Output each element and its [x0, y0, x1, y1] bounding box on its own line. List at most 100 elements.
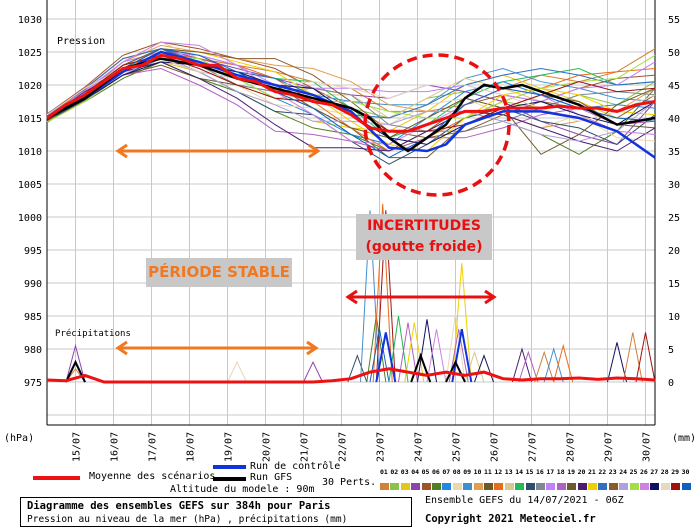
uncertainty-arrow-head-right: [484, 289, 497, 305]
member-precip-spike: [553, 343, 574, 383]
member-id-label: 17: [546, 468, 555, 476]
member-precip-spike: [65, 343, 86, 383]
left-tick-label: 985: [24, 312, 42, 323]
member-id-label: 29: [671, 468, 680, 476]
member-precip-spike: [417, 319, 437, 383]
legend-mean-label: Moyenne des scénarios: [89, 471, 216, 482]
right-tick-label: 15: [668, 279, 680, 290]
member-color-swatch: [411, 483, 421, 490]
date-tick-label: 23/07: [376, 432, 387, 462]
member-color-swatch: [484, 483, 493, 490]
date-tick-label: 30/07: [642, 432, 653, 462]
member-id-label: 28: [660, 468, 669, 476]
gfs-pressure-line: [46, 57, 656, 153]
stable-precip-arrow-head-right: [306, 340, 319, 356]
member-color-swatch: [442, 483, 452, 490]
member-precip-spike: [445, 312, 466, 383]
member-pressure-line: [46, 61, 656, 152]
date-tick-label: 27/07: [528, 432, 539, 462]
member-id-label: 21: [588, 468, 596, 476]
member-color-swatch: [400, 483, 410, 490]
stable-period-label: PÉRIODE STABLE: [146, 258, 292, 287]
member-id-label: 04: [411, 468, 420, 476]
legend-gfs-label: Run GFS: [250, 472, 293, 483]
member-color-swatch: [525, 483, 535, 490]
member-color-swatch: [390, 483, 400, 490]
member-color-swatch: [463, 483, 473, 490]
member-id-label: 16: [536, 468, 544, 476]
member-precip-spike: [474, 354, 494, 383]
date-tick-label: 28/07: [566, 432, 577, 462]
member-id-label: 25: [629, 468, 638, 476]
member-id-label: 19: [567, 468, 576, 476]
member-id-label: 05: [421, 468, 430, 476]
member-color-swatch: [546, 483, 556, 490]
date-tick-label: 25/07: [452, 432, 463, 462]
pressure-label: Pression: [57, 36, 106, 47]
hpa-unit: (hPa): [4, 433, 35, 444]
date-tick-label: 22/07: [338, 432, 349, 462]
date-tick-label: 26/07: [490, 432, 501, 462]
legend-perts-label: 30 Perts.: [322, 477, 377, 488]
uncertainty-label: INCERTITUDES (goutte froide): [356, 214, 492, 260]
right-tick-label: 20: [668, 246, 680, 257]
member-precip-spike: [372, 203, 393, 383]
member-precip-spike: [518, 350, 539, 383]
date-tick-label: 18/07: [186, 432, 197, 462]
right-tick-label: 5: [668, 345, 674, 356]
member-color-swatch: [577, 483, 587, 490]
date-tick-label: 19/07: [224, 432, 235, 462]
member-color-swatch: [452, 483, 462, 490]
member-color-swatch: [432, 483, 441, 490]
right-tick-label: 30: [668, 180, 680, 191]
legend-mean-swatch: [33, 476, 80, 480]
member-pressure-line: [46, 48, 656, 159]
member-id-label: 07: [442, 468, 451, 476]
member-precip-spike: [534, 350, 555, 383]
left-tick-label: 1010: [18, 147, 42, 158]
chart-subtitle: Pression au niveau de la mer (hPa) , pré…: [27, 514, 348, 525]
member-id-label: 06: [432, 468, 440, 476]
member-color-swatch: [608, 483, 618, 490]
left-tick-label: 1015: [18, 114, 42, 125]
left-tick-label: 1005: [18, 180, 42, 191]
altitude-label: Altitude du modele : 90m: [170, 484, 315, 495]
run-info: Ensemble GEFS du 14/07/2021 - 06Z: [425, 495, 624, 506]
member-id-label: 27: [650, 468, 659, 476]
member-color-swatch: [588, 483, 597, 490]
member-color-swatch: [515, 483, 525, 490]
mean-pressure-line: [46, 53, 656, 133]
mm-unit: (mm): [672, 433, 697, 444]
member-color-swatch: [504, 483, 514, 490]
member-id-label: 26: [640, 468, 648, 476]
member-precip-spike: [369, 329, 390, 383]
member-id-label: 20: [577, 468, 586, 476]
left-tick-label: 1030: [18, 15, 42, 26]
member-id-label: 12: [494, 468, 503, 476]
uncertainty-subtitle: (goutte froide): [365, 239, 483, 255]
member-precip-spike: [512, 347, 532, 383]
stable-pressure-arrow-head-left: [115, 143, 128, 159]
member-color-swatch: [650, 483, 660, 490]
precip-label: Précipitations: [55, 329, 131, 339]
left-tick-label: 1000: [18, 213, 42, 224]
member-id-label: 09: [463, 468, 472, 476]
member-precip-spike: [607, 342, 627, 383]
uncertainty-arrow-head-left: [345, 289, 358, 305]
legend-control-swatch: [213, 465, 246, 469]
member-id-label: 15: [525, 468, 534, 476]
member-id-label: 23: [608, 468, 617, 476]
right-tick-label: 45: [668, 81, 680, 92]
date-tick-label: 21/07: [300, 432, 311, 462]
member-precip-spike: [303, 361, 323, 383]
member-precip-spike: [426, 329, 447, 383]
mean-precip-line: [46, 367, 656, 384]
member-color-swatch: [619, 483, 629, 490]
member-id-label: 24: [619, 468, 628, 476]
member-id-label: 30: [681, 468, 690, 476]
member-color-swatch: [598, 483, 608, 490]
copyright: Copyright 2021 Meteociel.fr: [425, 513, 596, 525]
right-tick-label: 55: [668, 15, 680, 26]
legend-control-label: Run de contrôle: [250, 461, 341, 472]
